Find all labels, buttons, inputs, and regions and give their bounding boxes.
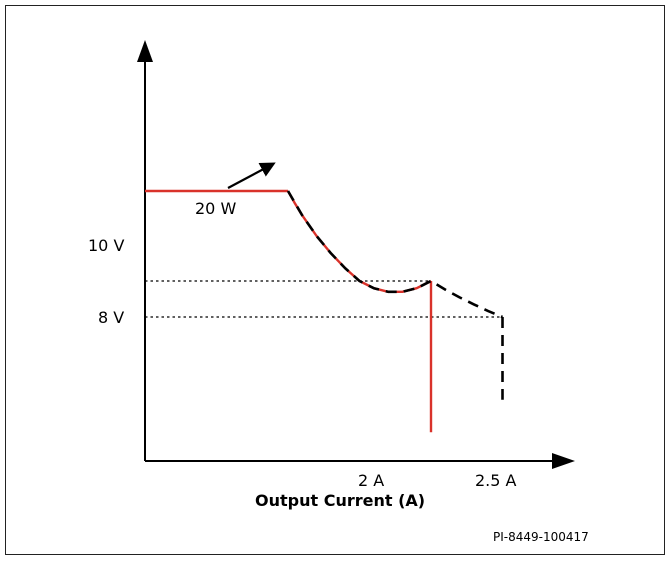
x-tick-label: 2.5 A	[475, 471, 517, 490]
annotation-arrow	[227, 162, 276, 189]
red-limit-line	[286, 190, 432, 293]
x-axis-arrow-icon	[552, 453, 575, 469]
series-layer	[145, 189, 504, 433]
y-tick-label: 8 V	[98, 308, 124, 327]
y-tick-label: 10 V	[88, 236, 124, 255]
x-axis-title: Output Current (A)	[255, 491, 425, 510]
y-axis-arrow-icon	[137, 40, 153, 62]
dashed-limit-line	[286, 190, 503, 319]
annotation-label: 20 W	[195, 199, 236, 218]
x-tick-label: 2 A	[358, 471, 384, 490]
figure-id: PI-8449-100417	[493, 530, 589, 544]
